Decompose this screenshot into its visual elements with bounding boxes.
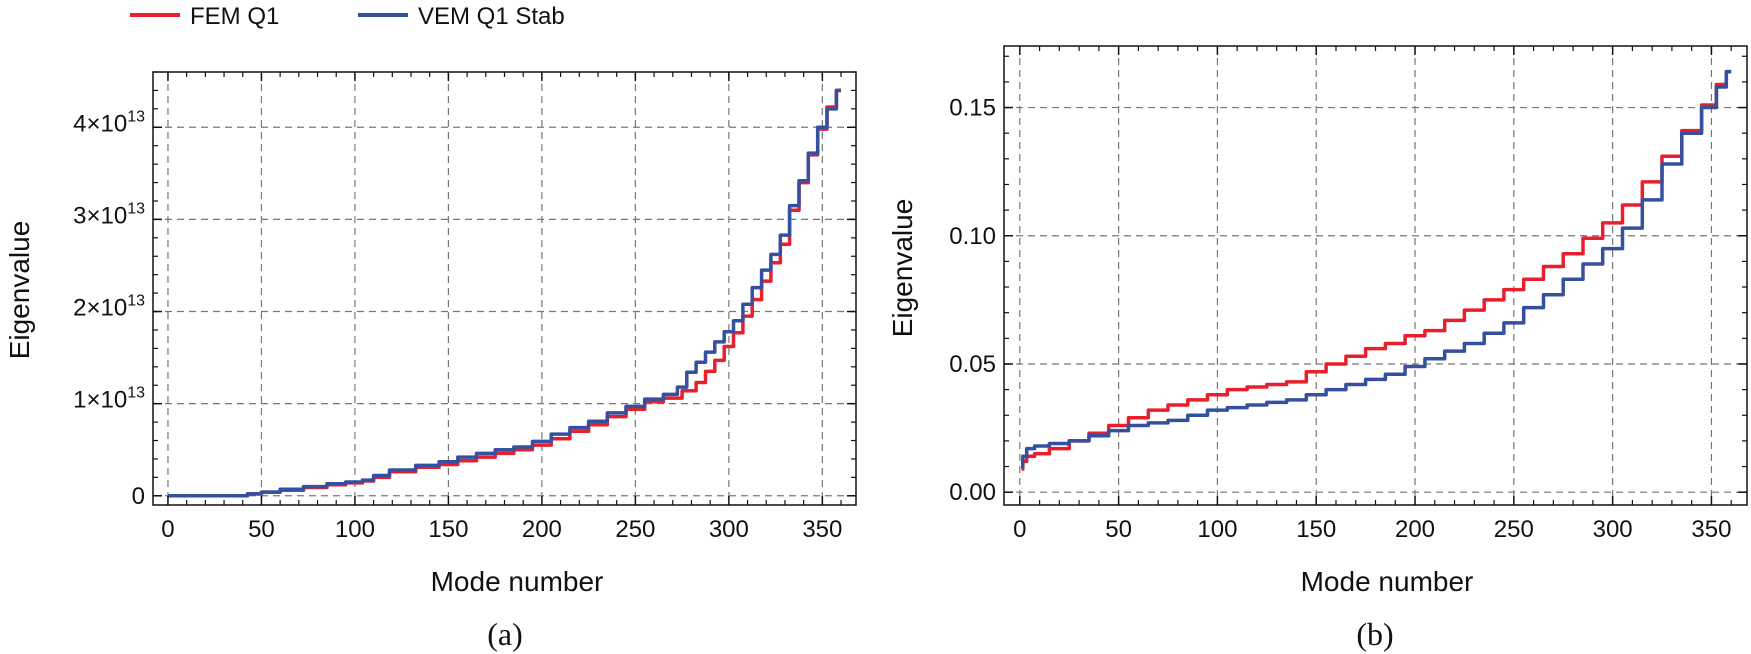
y-tick-label-a: 3×1013 <box>73 200 145 229</box>
y-tick-label-b: 0.15 <box>949 95 996 122</box>
y-tick-labels-a: 0 1×1013 2×1013 3×1013 4×1013 <box>73 108 145 510</box>
y-tick-label-a: 1×1013 <box>73 385 145 414</box>
y-tick-label-b: 0.10 <box>949 223 996 250</box>
y-tick-label-a: 0 <box>132 483 145 510</box>
x-tick-label-b: 50 <box>1105 516 1132 543</box>
x-tick-labels-b: 0 50 100 150 200 250 300 350 <box>1013 516 1731 543</box>
y-tick-label-a: 4×1013 <box>73 108 145 137</box>
x-tick-label-a: 200 <box>522 516 562 543</box>
x-tick-label-b: 200 <box>1395 516 1435 543</box>
y-tick-labels-b: 0.00 0.05 0.10 0.15 <box>949 95 996 507</box>
x-tick-label-b: 100 <box>1197 516 1237 543</box>
grid-a <box>153 72 856 505</box>
x-axis-label-b: Mode number <box>1301 566 1474 597</box>
legend-label-fem-q1: FEM Q1 <box>190 3 279 30</box>
x-tick-label-b: 150 <box>1296 516 1336 543</box>
panel-a: 0 50 100 150 200 250 300 350 0 1×1013 2×1013 3×101… <box>4 71 857 652</box>
grid-b <box>1004 46 1747 505</box>
y-tick-label-a: 2×1013 <box>73 293 145 322</box>
ticks-b <box>1004 46 1747 505</box>
x-tick-labels-a: 0 50 100 150 200 250 300 350 <box>161 516 842 543</box>
x-tick-label-b: 250 <box>1494 516 1534 543</box>
y-axis-label-b: Eigenvalue <box>887 199 918 338</box>
x-tick-label-b: 0 <box>1013 516 1026 543</box>
series-line-vem-q1-stab-b <box>1021 69 1732 469</box>
x-tick-label-b: 350 <box>1691 516 1731 543</box>
x-tick-label-a: 150 <box>428 516 468 543</box>
series-layer-b <box>1021 69 1732 471</box>
x-tick-label-a: 350 <box>802 516 842 543</box>
caption-a: (a) <box>487 616 523 652</box>
x-tick-label-a: 250 <box>615 516 655 543</box>
y-tick-label-b: 0.00 <box>949 479 996 506</box>
x-tick-label-a: 0 <box>161 516 174 543</box>
y-tick-label-b: 0.05 <box>949 351 996 378</box>
series-line-vem-q1-stab-a <box>168 88 841 498</box>
x-tick-label-b: 300 <box>1593 516 1633 543</box>
plot-frame-b <box>1003 45 1748 506</box>
panel-b: 0 50 100 150 200 250 300 350 0.00 0.05 0.10 0.15 M… <box>887 45 1748 652</box>
ticks-a <box>153 71 856 505</box>
x-axis-label-a: Mode number <box>431 566 604 597</box>
y-axis-label-a: Eigenvalue <box>4 221 35 360</box>
x-tick-label-a: 50 <box>248 516 275 543</box>
x-tick-label-a: 300 <box>709 516 749 543</box>
series-layer-a <box>168 88 841 498</box>
series-line-fem-q1-b <box>1021 69 1732 471</box>
series-line-fem-q1-a <box>168 88 841 498</box>
caption-b: (b) <box>1356 616 1393 652</box>
x-tick-label-a: 100 <box>335 516 375 543</box>
legend-label-vem-q1-stab: VEM Q1 Stab <box>418 3 565 30</box>
legend: FEM Q1 VEM Q1 Stab <box>130 3 565 30</box>
